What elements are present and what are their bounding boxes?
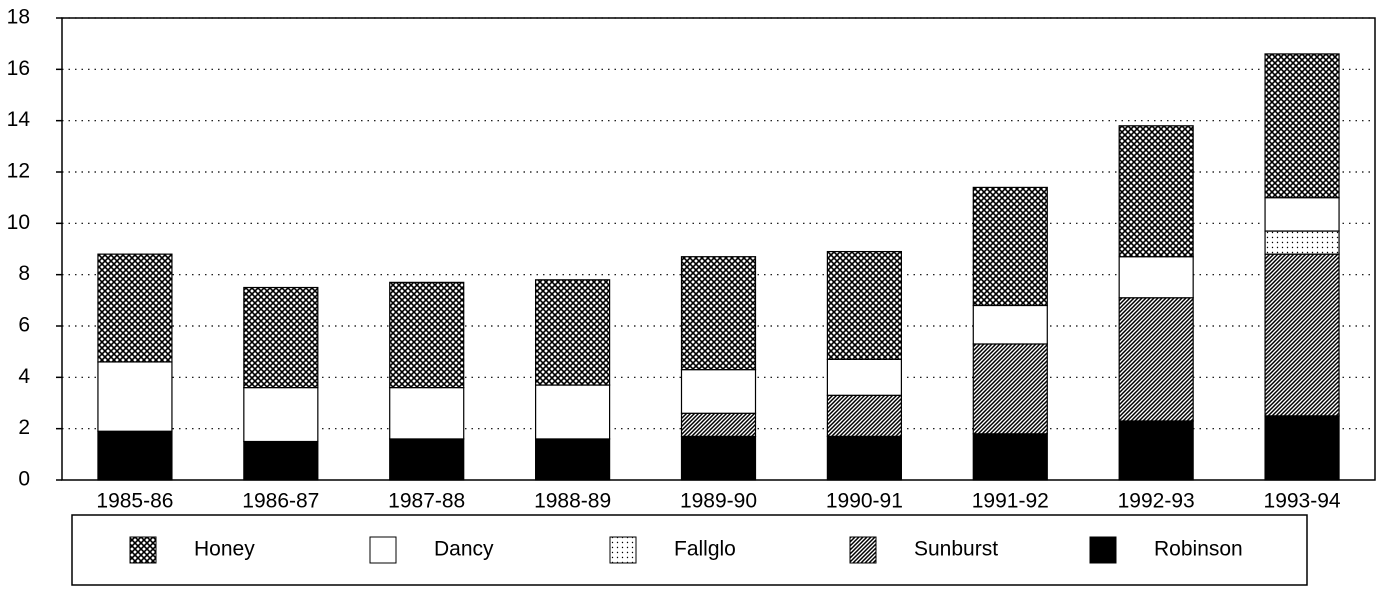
- x-tick-label: 1988-89: [534, 490, 611, 513]
- bar-segment: [389, 281, 465, 389]
- bar-segment: [97, 361, 173, 432]
- legend-label: Honey: [194, 538, 255, 561]
- bar-segment: [1264, 53, 1340, 199]
- x-tick-label: 1985-86: [96, 490, 173, 513]
- legend-swatch: [609, 536, 637, 564]
- y-tick-label: 0: [18, 468, 30, 491]
- legend-swatch: [129, 536, 157, 564]
- bar-segment: [97, 253, 173, 363]
- bar-segment: [243, 286, 319, 389]
- bar-segment: [1118, 125, 1194, 258]
- y-tick-label: 6: [18, 314, 30, 337]
- bar-segment: [389, 438, 465, 481]
- bar-segment: [826, 394, 902, 437]
- bar-segment: [1118, 297, 1194, 422]
- bar-segment: [826, 250, 902, 360]
- bar-segment: [680, 256, 757, 371]
- bar-segment: [972, 433, 1048, 481]
- bar-segment: [680, 412, 757, 437]
- x-tick-label: 1989-90: [680, 490, 757, 513]
- bar-segment: [1118, 420, 1194, 481]
- bar-segment: [680, 435, 757, 481]
- y-tick-label: 4: [18, 365, 30, 388]
- y-tick-label: 18: [7, 6, 30, 29]
- legend-label: Sunburst: [914, 538, 998, 561]
- legend-label: Robinson: [1154, 538, 1243, 561]
- bar-segment: [1264, 197, 1340, 232]
- bar-segment: [680, 369, 757, 414]
- bar-segment: [1264, 230, 1340, 255]
- y-tick-label: 14: [7, 108, 31, 131]
- bar-segment: [535, 438, 611, 481]
- legend-label: Dancy: [434, 538, 494, 561]
- x-tick-label: 1991-92: [972, 490, 1049, 513]
- bar-segment: [1118, 256, 1194, 299]
- bar-segment: [972, 186, 1048, 307]
- bar-segment: [1264, 415, 1340, 481]
- y-tick-label: 10: [7, 211, 30, 234]
- legend-label: Fallglo: [674, 538, 736, 561]
- y-tick-label: 8: [18, 262, 30, 285]
- bar-segment: [826, 435, 902, 481]
- bar-segment: [826, 358, 902, 396]
- x-tick-label: 1992-93: [1118, 490, 1195, 513]
- bar-segment: [972, 304, 1048, 345]
- legend-swatch: [849, 536, 877, 564]
- x-tick-label: 1987-88: [388, 490, 465, 513]
- y-tick-label: 16: [7, 57, 30, 80]
- x-tick-label: 1986-87: [242, 490, 319, 513]
- x-tick-label: 1990-91: [826, 490, 903, 513]
- bar-segment: [389, 387, 465, 440]
- bar-segment: [243, 440, 319, 481]
- bar-segment: [535, 279, 611, 386]
- bar-segment: [535, 384, 611, 440]
- legend-box: [71, 514, 1308, 586]
- bar-segment: [1264, 253, 1340, 417]
- legend-swatch: [1089, 536, 1117, 564]
- x-tick-label: 1993-94: [1264, 490, 1341, 513]
- y-tick-label: 2: [18, 416, 30, 439]
- legend-swatch: [369, 536, 397, 564]
- bar-segment: [243, 387, 319, 443]
- y-tick-label: 12: [7, 160, 30, 183]
- bar-segment: [97, 430, 173, 481]
- bar-segment: [972, 343, 1048, 435]
